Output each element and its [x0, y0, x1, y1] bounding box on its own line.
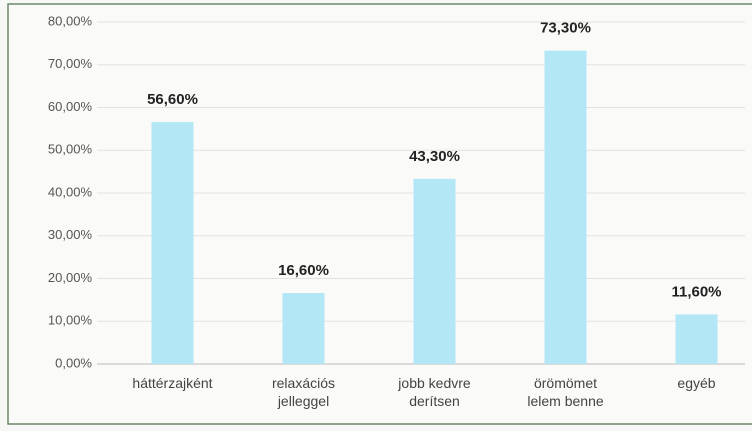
bar	[413, 178, 456, 364]
data-label: 73,30%	[540, 20, 591, 37]
bar	[544, 50, 587, 365]
x-tick-label: háttérzajként	[132, 375, 213, 391]
data-label: 43,30%	[409, 148, 460, 165]
x-tick-label: egyéb	[677, 375, 716, 391]
y-tick-label: 80,00%	[48, 13, 93, 28]
y-tick-label: 0,00%	[55, 355, 92, 370]
x-tick-label: örömömet lelem benne	[527, 375, 604, 409]
y-tick-label: 60,00%	[48, 99, 93, 114]
y-tick-label: 50,00%	[48, 142, 93, 157]
y-tick-label: 10,00%	[48, 313, 93, 328]
data-label: 11,60%	[671, 283, 721, 300]
data-label: 56,60%	[147, 91, 198, 108]
data-label: 16,60%	[278, 262, 329, 279]
y-tick-label: 30,00%	[48, 227, 93, 242]
y-tick-label: 70,00%	[48, 56, 93, 71]
y-tick-label: 40,00%	[48, 184, 93, 199]
x-tick-label: relaxációs jelleggel	[271, 375, 336, 409]
y-tick-label: 20,00%	[48, 270, 93, 285]
bar	[282, 293, 325, 364]
bar	[675, 314, 718, 364]
x-tick-label: jobb kedvre derítsen	[398, 375, 471, 409]
frame	[7, 3, 752, 425]
bar	[151, 122, 194, 364]
